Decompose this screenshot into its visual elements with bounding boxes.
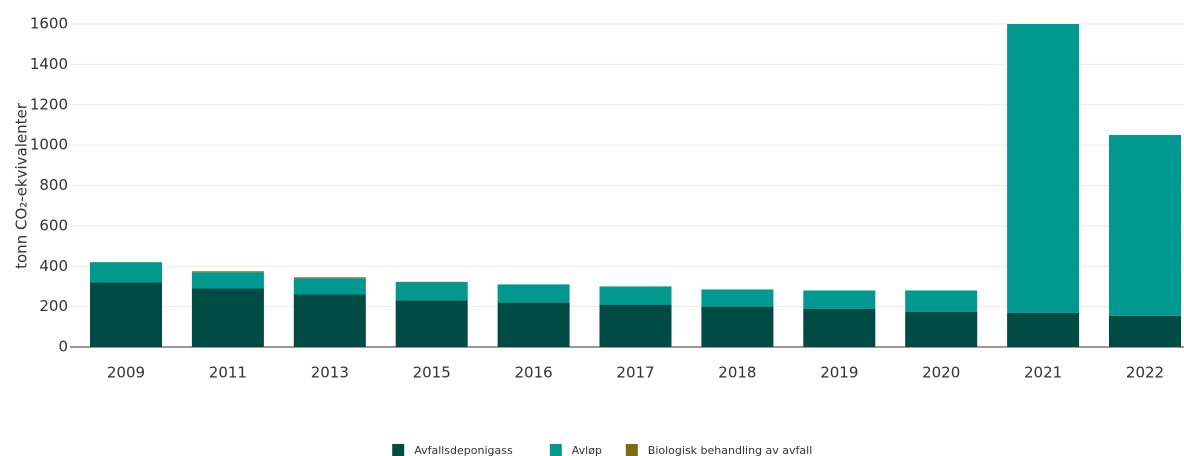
bar-segment: [395, 282, 468, 301]
bar-segment: [293, 278, 366, 295]
bar-segment: [905, 290, 978, 312]
bar-segment: [90, 262, 162, 283]
bar-segment: [599, 286, 672, 305]
y-tick-label: 600: [39, 216, 68, 234]
bar-segment: [701, 289, 774, 307]
bar-segment: [293, 277, 366, 279]
legend-swatch: [392, 444, 405, 456]
x-tick-label: 2019: [820, 364, 858, 382]
y-tick-label: 0: [58, 338, 68, 356]
bar-segment: [1007, 24, 1080, 313]
x-tick-label: 2011: [209, 364, 247, 382]
legend-label: Biologisk behandling av avfall: [648, 444, 812, 456]
x-tick-label: 2022: [1126, 364, 1164, 382]
bar-segment: [701, 306, 774, 347]
bar-segment: [803, 290, 876, 309]
bar-segment: [1109, 315, 1181, 347]
x-tick-label: 2021: [1024, 364, 1062, 382]
y-tick-label: 1400: [30, 55, 68, 73]
x-tick-label: 2015: [413, 364, 451, 382]
bar-segment: [497, 302, 570, 347]
legend-swatch: [549, 444, 562, 456]
x-tick-label: 2016: [515, 364, 553, 382]
y-axis-label: tonn CO₂-ekvivalenter: [13, 102, 31, 269]
y-tick-label: 800: [39, 176, 68, 194]
x-tick-label: 2020: [922, 364, 960, 382]
y-tick-label: 1600: [30, 15, 68, 33]
bar-segment: [191, 288, 264, 347]
bar-segment: [90, 282, 162, 347]
x-tick-label: 2018: [718, 364, 756, 382]
x-tick-label: 2009: [107, 364, 145, 382]
bar-segment: [1109, 135, 1181, 316]
y-tick-label: 400: [39, 257, 68, 275]
bar-segment: [905, 311, 978, 347]
bar-segment: [497, 284, 570, 303]
legend-swatch: [625, 444, 638, 456]
y-tick-label: 1000: [30, 136, 68, 154]
x-tick-label: 2017: [616, 364, 654, 382]
bar-segment: [803, 308, 876, 347]
bar-segment: [395, 300, 468, 347]
x-tick-label: 2013: [311, 364, 349, 382]
bar-segment: [599, 304, 672, 347]
bar-segment: [293, 294, 366, 347]
bar-segment: [191, 272, 264, 289]
bar-segment: [191, 271, 264, 273]
legend-label: Avløp: [572, 444, 602, 456]
bar-segment: [1007, 312, 1080, 347]
y-tick-label: 200: [39, 297, 68, 315]
legend-label: Avfallsdeponigass: [414, 444, 513, 456]
bar-segment: [395, 281, 468, 283]
y-tick-label: 1200: [30, 95, 68, 113]
